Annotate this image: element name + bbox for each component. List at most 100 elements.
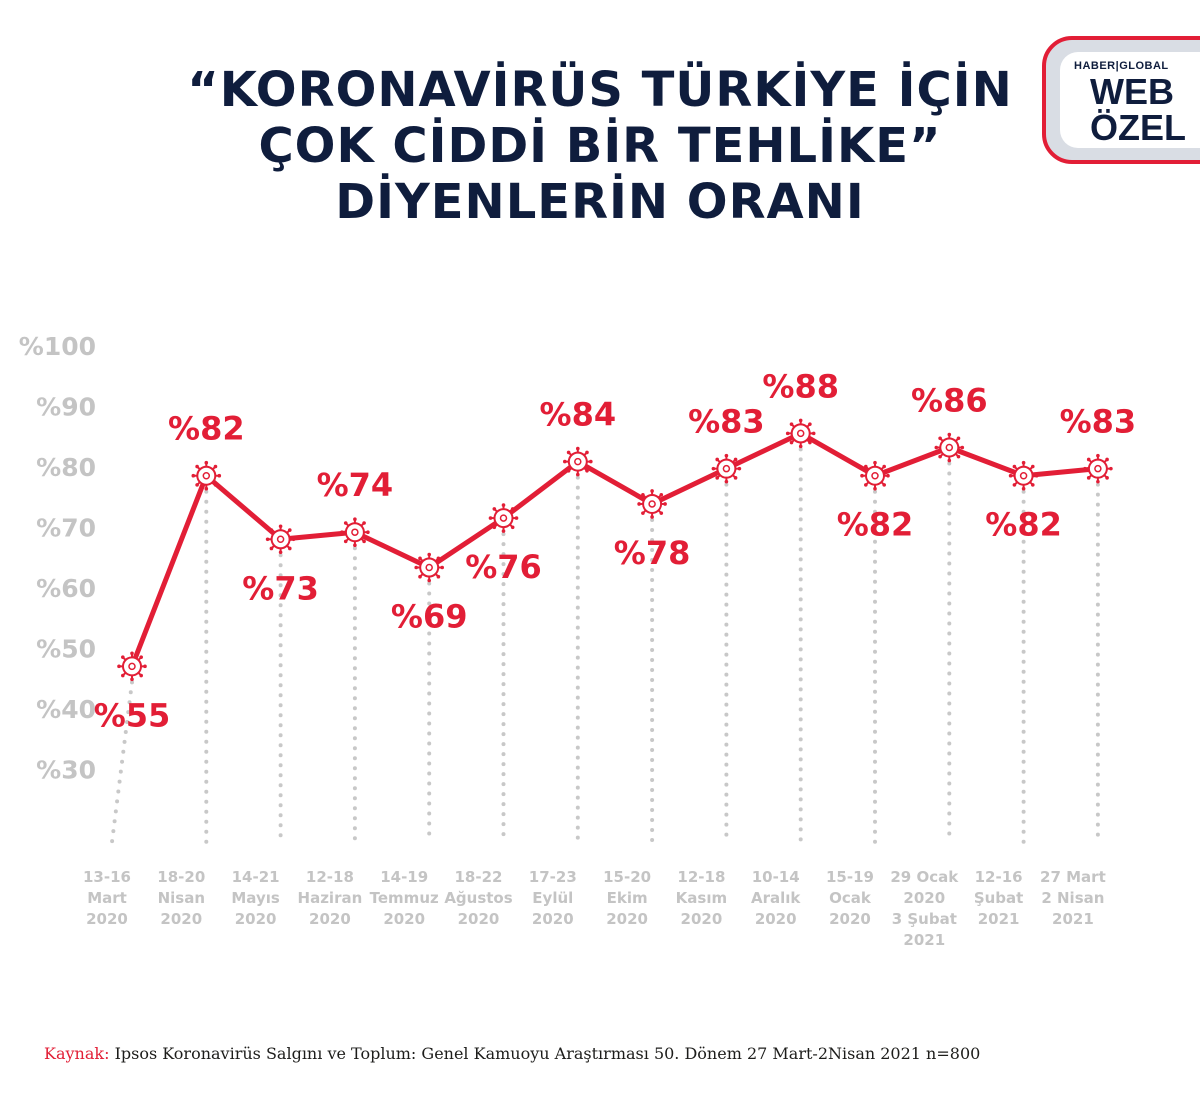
marker-core [122,656,142,677]
x-category-line: 15-20 [603,868,651,886]
badge-line-1: WEB [1090,71,1174,112]
marker-core [790,423,811,444]
marker-spike-tip [886,473,890,478]
x-category-line: Mart [87,889,127,907]
data-point-marker [1083,453,1113,484]
data-label: %83 [1060,403,1137,441]
marker-spike-tip [204,460,209,465]
marker-spike-tip [343,521,348,525]
source-note: Kaynak: Ipsos Koronavirüs Salgını ve Top… [44,1044,980,1063]
x-category-line: 18-20 [157,868,205,886]
marker-dot [425,563,433,572]
x-category-line: Şubat [974,889,1024,907]
marker-dot [276,535,285,544]
x-category-label: 18-22 Ağustos 2020 [444,868,512,928]
marker-spike-tip [641,511,645,515]
marker-core [493,508,514,529]
marker-dot [722,464,731,473]
x-category-label: 29 Ocak 2020 3 Şubat 2021 [890,868,959,949]
x-category-line: Ocak [829,889,872,907]
x-category-label: 12-18 Haziran 2020 [298,868,363,928]
marker-spike-tip [563,459,567,464]
marker-spike-tip [659,492,664,497]
marker-spike-tip [1086,476,1091,480]
data-point-marker [637,489,667,519]
data-point-marker [785,418,816,449]
x-category-label: 13-16 Mart 2020 [83,868,131,928]
data-point-marker [860,460,890,491]
x-category-line: Nisan [158,889,205,907]
marker-spike-tip [864,464,868,469]
marker-spike-tip [121,655,125,659]
marker-spike-tip [663,502,667,506]
data-label: %82 [168,410,245,448]
x-category-label: 14-19 Temmuz 2020 [370,868,439,928]
data-point-marker [563,446,593,477]
marker-core [716,458,737,479]
marker-core [567,451,588,472]
marker-spike-tip [269,528,274,532]
x-category-line: 2021 [903,931,945,949]
marker-spike-tip [1109,466,1113,471]
title-line-3: DİYENLERİN ORANI [335,174,865,230]
marker-core [1013,465,1034,486]
data-label: %83 [688,403,765,441]
marker-spike-tip [724,479,729,484]
marker-spike-tip [1030,483,1035,487]
marker-spike-tip [873,486,877,491]
x-category-line: 2020 [86,910,128,928]
marker-dot [574,457,582,466]
marker-spike-tip [737,466,742,471]
x-category-line: Eylül [532,889,573,907]
x-category-label: 14-21 Mayıs 2020 [231,868,280,928]
marker-spike-tip [873,460,877,465]
marker-spike-tip [340,530,344,535]
x-category-line: Haziran [298,889,363,907]
marker-spike-tip [637,502,641,506]
chart-title: “KORONAVİRÜS TÜRKİYE İÇİN ÇOK CİDDİ BİR … [0,62,1200,230]
x-category-line: Mayıs [231,889,280,907]
marker-spike-tip [418,574,422,579]
marker-spike-tip [117,664,121,669]
data-labels: %55%82%73%74%69%76%84%78%83%88%82%86%82%… [94,367,1136,734]
x-category-line: 2020 [532,910,574,928]
marker-spike-tip [278,550,283,555]
marker-spike-tip [798,444,803,449]
marker-spike-tip [1096,479,1100,484]
marker-spike-tip [139,655,143,659]
marker-spike-tip [650,515,654,519]
marker-spike-tip [213,464,218,469]
x-category-label: 18-20 Nisan 2020 [157,868,205,928]
x-category-line: Temmuz [370,889,439,907]
data-point-marker [191,460,222,491]
x-category-line: 18-22 [455,868,503,886]
marker-spike-tip [733,457,738,462]
marker-spike-tip [1012,464,1017,469]
marker-spike-tip [501,503,506,507]
marker-dot [128,662,136,671]
marker-spike-tip [785,431,790,436]
x-category-line: 27 Mart [1040,868,1106,886]
marker-spike-tip [811,431,816,436]
marker-spike-tip [1021,486,1026,491]
x-category-line: Kasım [676,889,727,907]
marker-spike-tip [711,466,716,471]
y-tick-label: %90 [36,393,96,422]
badge-inner [1060,52,1200,148]
marker-spike-tip [139,673,143,678]
marker-spike-tip [566,450,571,455]
x-category-line: 2020 [829,910,871,928]
marker-spike-tip [1021,460,1026,465]
marker-spike-tip [366,530,370,535]
y-tick-label: %60 [36,574,96,603]
marker-spike-tip [353,543,357,548]
marker-spike-tip [960,445,965,450]
marker-spike-tip [1012,483,1017,487]
x-category-line: Ağustos [444,889,512,907]
marker-spike-tip [195,464,199,469]
x-category-line: 3 Şubat [892,910,957,928]
x-category-line: 17-23 [529,868,577,886]
marker-spike-tip [938,454,942,459]
marker-spike-tip [130,677,134,682]
data-label: %73 [242,569,319,607]
